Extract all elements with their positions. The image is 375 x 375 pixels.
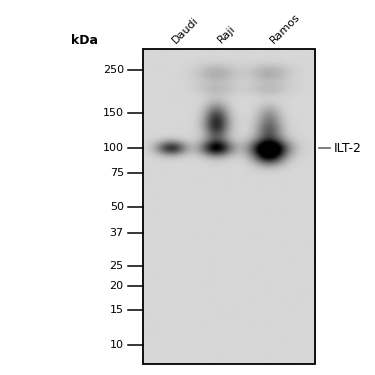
Text: Ramos: Ramos: [268, 11, 302, 45]
Text: 15: 15: [110, 305, 124, 315]
Text: ILT-2: ILT-2: [334, 142, 362, 154]
Text: Raji: Raji: [216, 23, 237, 45]
Text: 37: 37: [110, 228, 124, 238]
Text: 100: 100: [103, 143, 124, 153]
Text: 25: 25: [110, 261, 124, 272]
Text: 250: 250: [103, 65, 124, 75]
Text: 10: 10: [110, 340, 124, 350]
Text: 50: 50: [110, 202, 124, 212]
Text: 150: 150: [103, 108, 124, 118]
Text: 20: 20: [110, 280, 124, 291]
Text: Daudi: Daudi: [171, 15, 201, 45]
Text: kDa: kDa: [71, 34, 98, 47]
Text: 75: 75: [110, 168, 124, 178]
